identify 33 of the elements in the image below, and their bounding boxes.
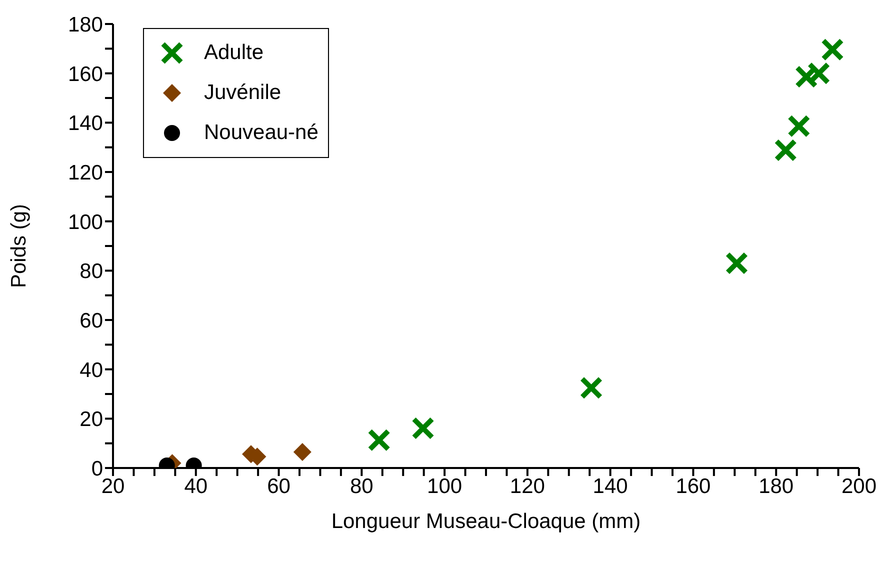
x-axis-title: Longueur Museau-Cloaque (mm) xyxy=(331,510,641,533)
y-tick-label: 80 xyxy=(80,260,103,284)
point xyxy=(774,138,798,162)
legend-label: Nouveau-né xyxy=(204,121,318,145)
y-tick-label: 120 xyxy=(68,161,103,184)
point xyxy=(820,38,844,62)
x-tick-label: 180 xyxy=(758,474,794,498)
y-tick-label: 40 xyxy=(80,358,103,382)
y-tick-label: 100 xyxy=(68,210,103,234)
y-tick-label: 140 xyxy=(68,112,103,136)
y-tick-label: 160 xyxy=(68,62,103,86)
y-tick-label: 20 xyxy=(80,408,103,432)
y-axis-title: Poids (g) xyxy=(7,204,30,288)
point xyxy=(368,428,391,452)
y-tick-label: 60 xyxy=(80,309,103,332)
point xyxy=(412,416,435,440)
x-tick-label: 100 xyxy=(427,474,462,498)
y-tick-label: 180 xyxy=(68,13,103,36)
x-tick-label: 20 xyxy=(101,474,125,498)
x-tick-label: 40 xyxy=(184,474,208,498)
x-tick-label: 140 xyxy=(592,474,628,498)
x-tick-label: 120 xyxy=(510,474,545,498)
x-tick-label: 60 xyxy=(267,474,290,498)
y-tick-label: 0 xyxy=(91,457,103,480)
legend-label: Juvénile xyxy=(204,81,282,105)
point xyxy=(725,252,748,275)
x-tick-label: 200 xyxy=(841,474,877,498)
x-tick-label: 80 xyxy=(350,474,374,498)
point xyxy=(293,442,312,461)
x-tick-label: 160 xyxy=(676,474,711,498)
point xyxy=(580,376,603,400)
legend-label: Adulte xyxy=(204,41,264,65)
point xyxy=(787,114,810,138)
